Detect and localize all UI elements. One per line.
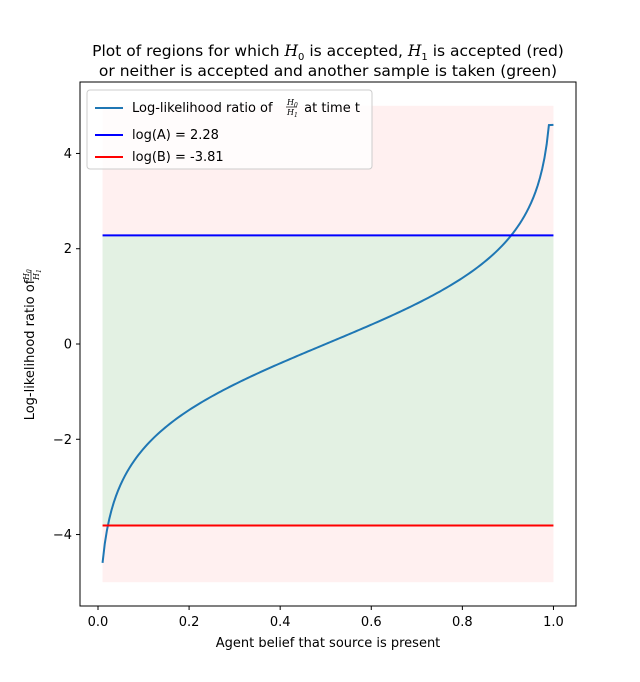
y-axis-label-text: Log-likelihood ratio of [23,279,38,420]
x-tick-label: 0.6 [361,615,382,630]
y-label-den: H1 [32,269,43,281]
y-tick-label: −4 [53,528,72,543]
y-tick-label: 4 [64,147,72,162]
region-continue [102,235,554,526]
x-axis-ticks: 0.0 0.2 0.4 0.6 0.8 1.0 [88,606,564,630]
y-tick-label: 0 [64,338,72,353]
y-tick-label: −2 [53,433,72,448]
y-axis-label-fraction: H0 H1 [22,269,43,281]
legend-box [86,89,373,170]
legend-label-llr: Log-likelihood ratio of [132,101,273,116]
legend-frac-num: H0 [286,98,298,109]
x-tick-label: 1.0 [543,615,564,630]
lines-layer [101,123,554,564]
legend-label-logA: log(A) = 2.28 [132,128,219,143]
x-axis-label: Agent belief that source is present [216,636,441,651]
legend-label-llr-suffix: at time t [300,101,360,116]
legend: Log-likelihood ratio of H0 H1 at time t … [86,89,373,170]
chart-title-line-2: or neither is accepted and another sampl… [99,62,557,80]
x-tick-label: 0.4 [270,615,291,630]
series-log-likelihood-line [101,123,554,564]
x-tick-label: 0.8 [452,615,473,630]
y-label-num: H0 [22,269,33,281]
y-tick-label: 2 [64,242,72,257]
x-tick-label: 0.0 [88,615,109,630]
legend-label-llr-fraction: H0 H1 [286,98,298,119]
x-tick-label: 0.2 [179,615,200,630]
chart-title-line-1: Plot of regions for which H0 is accepted… [92,42,564,63]
y-axis-label: Log-likelihood ratio of H0 H1 [22,269,43,420]
legend-label-logB: log(B) = -3.81 [132,150,224,165]
legend-frac-den: H1 [286,108,298,119]
region-reject-H1 [102,525,554,583]
y-axis-ticks: −4 −2 0 2 4 [53,147,80,543]
